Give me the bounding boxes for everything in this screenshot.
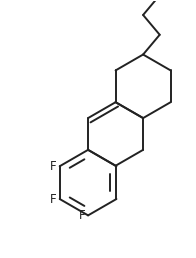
Text: F: F	[50, 160, 57, 173]
Text: F: F	[78, 209, 85, 222]
Text: F: F	[50, 192, 57, 206]
